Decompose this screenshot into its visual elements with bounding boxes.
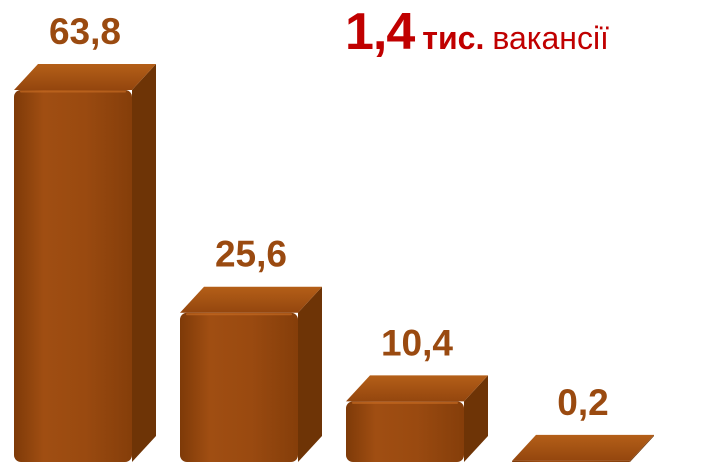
bar-1 xyxy=(14,64,156,462)
bar-1-side xyxy=(132,64,156,462)
data-label-3: 10,4 xyxy=(381,322,453,363)
bar-4-side xyxy=(630,434,654,462)
bar-4 xyxy=(512,434,654,462)
bar-3 xyxy=(346,375,488,462)
bar-3-side xyxy=(464,375,488,462)
bar-4-top xyxy=(512,434,654,461)
headline-value: 1,4 xyxy=(345,3,415,61)
data-label-1: 63,8 xyxy=(49,11,121,52)
headline-unit: тис. xyxy=(422,20,485,56)
data-labels-layer: 63,8 25,6 10,4 0,2 xyxy=(49,11,609,423)
bar-3-top xyxy=(346,375,488,402)
bar-2-side xyxy=(298,286,322,462)
bars-layer xyxy=(14,64,654,462)
bar-2 xyxy=(180,286,322,462)
bar-2-top xyxy=(180,286,322,313)
bar-1-top xyxy=(14,64,156,90)
data-label-4: 0,2 xyxy=(557,382,608,423)
data-label-2: 25,6 xyxy=(215,234,287,275)
vacancies-headline: 1,4 тис. вакансії xyxy=(345,6,609,58)
headline-label: вакансії xyxy=(492,20,609,56)
bar-1-front xyxy=(14,90,132,462)
bar-4-front xyxy=(512,460,630,462)
bar-3-front xyxy=(346,401,464,462)
bar-2-front xyxy=(180,312,298,462)
